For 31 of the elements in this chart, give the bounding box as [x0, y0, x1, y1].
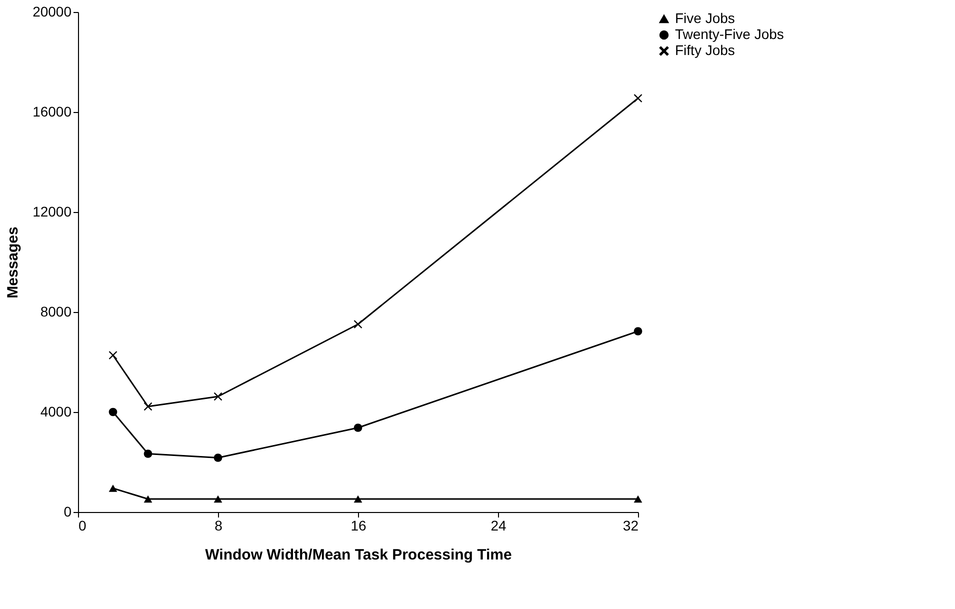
y-tick-label: 8000 [40, 304, 72, 320]
x-tick-label: 0 [78, 518, 86, 534]
y-tick-label: 0 [64, 504, 72, 520]
point [214, 392, 222, 401]
point [634, 327, 642, 336]
x-tick-label: 16 [350, 518, 366, 534]
y-axis-title: Messages [4, 226, 22, 298]
point [634, 495, 642, 503]
point [144, 495, 152, 503]
point [354, 424, 362, 432]
x-tick-label: 32 [622, 518, 639, 534]
legend-label: Fifty Jobs [675, 42, 735, 58]
point [214, 454, 222, 462]
point [108, 351, 118, 360]
point [214, 495, 222, 503]
y-tick-label: 20000 [32, 4, 72, 20]
x-tick-label: 8 [214, 518, 223, 534]
y-tick-label: 4000 [40, 404, 72, 420]
point [108, 408, 118, 416]
point [108, 484, 118, 492]
legend-label: Twenty-Five Jobs [675, 26, 784, 42]
point [144, 402, 152, 411]
point [354, 495, 362, 503]
x-tick-label: 24 [490, 518, 506, 534]
point [634, 94, 642, 102]
y-tick-label: 12000 [32, 204, 72, 220]
point [144, 450, 152, 458]
x-axis-title: Window Width/Mean Task Processing Time [205, 546, 512, 564]
legend-label: Five Jobs [675, 10, 735, 26]
y-tick-label: 16000 [32, 104, 72, 120]
point [354, 320, 362, 328]
